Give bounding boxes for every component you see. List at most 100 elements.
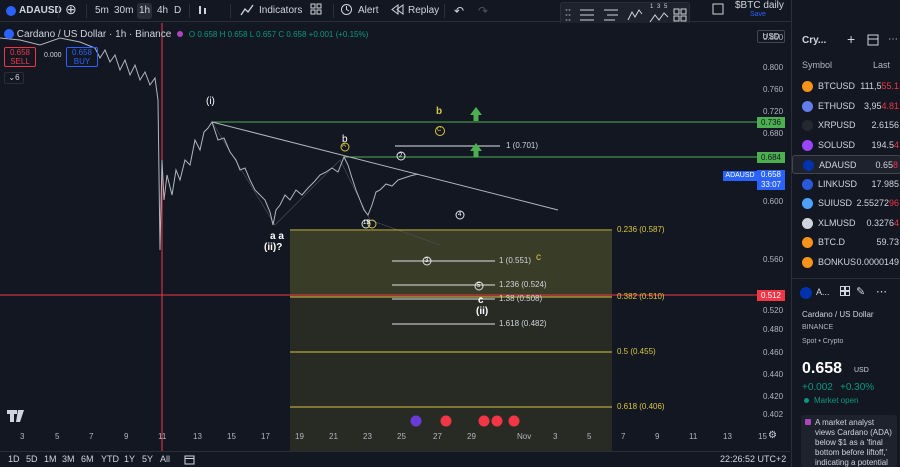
price-tick: 0.440 (763, 370, 784, 379)
undo-icon[interactable]: ↶ (454, 4, 465, 18)
interval-5m[interactable]: 5m (95, 5, 109, 16)
replay-icon[interactable] (391, 3, 404, 19)
wave-circle-b[interactable] (367, 219, 377, 229)
watchlist-row[interactable]: SOLUSD 194.54 (792, 136, 900, 155)
indicators-collapse-toggle[interactable]: ⌄6 (4, 72, 24, 84)
symbol-icon[interactable] (4, 3, 18, 19)
news-card[interactable]: A market analyst views Cardano (ADA) bel… (801, 415, 897, 467)
price-chart[interactable]: (i) b b A C 2 1B 4 3 5 a a (ii)? c c (ii… (0, 23, 790, 451)
watchlist-row[interactable]: XRPUSD 2.6156 (792, 116, 900, 135)
range-1y[interactable]: 1Y (124, 454, 136, 464)
interval-1h[interactable]: 1h (137, 3, 153, 19)
toolbar-grid-icon[interactable] (673, 8, 687, 25)
range-all[interactable]: All (160, 454, 171, 464)
time-tick: Nov (517, 432, 532, 441)
wave-label-b-yellow[interactable]: b (436, 106, 443, 117)
symbol-search[interactable]: ADAUSD (19, 5, 62, 16)
event-flag-icon[interactable] (491, 415, 503, 427)
wave-circle-c-yellow[interactable] (435, 126, 445, 136)
wave-label-c-yellow[interactable]: c (536, 252, 541, 263)
wave-circle-a[interactable] (340, 142, 350, 152)
edit-pencil-icon[interactable]: ✎ (856, 286, 866, 298)
watchlist-row[interactable]: BONKUS 0.0000149 (792, 253, 900, 272)
more-options-icon[interactable]: ⋯ (876, 286, 887, 298)
watchlist-row[interactable]: XLMUSD 0.32764 (792, 214, 900, 233)
add-symbol-plus-icon[interactable]: + (847, 31, 856, 47)
price-axis-panel[interactable] (757, 23, 790, 451)
currency-selector[interactable]: USD (757, 30, 785, 43)
column-header-symbol[interactable]: Symbol (802, 60, 833, 70)
detail-short-symbol[interactable]: A... (816, 287, 830, 297)
detail-grid-icon[interactable] (840, 286, 850, 299)
wave-circle-4[interactable] (455, 210, 465, 220)
column-header-last[interactable]: Last (872, 60, 890, 70)
watchlist-row[interactable]: BTC.D 59.73 (792, 233, 900, 252)
wave-label-i[interactable]: (i) (206, 96, 215, 107)
range-6m[interactable]: 6M (81, 454, 94, 464)
layout-name[interactable]: $BTC daily (735, 0, 784, 11)
wave-label-b-white[interactable]: b (342, 134, 348, 145)
range-5y[interactable]: 5Y (142, 454, 154, 464)
fib-lines-icon[interactable] (603, 8, 619, 25)
sell-price: 0.658 (9, 48, 31, 57)
alert-clock-icon[interactable] (340, 3, 353, 19)
watchlist-title[interactable]: Cry... (802, 35, 827, 46)
watchlist-row[interactable]: ETHUSD 3,954.81 (792, 97, 900, 116)
watchlist-row[interactable]: ADAUSD 0.658 (792, 155, 900, 174)
redo-icon[interactable]: ↷ (478, 4, 489, 18)
interval-30m[interactable]: 30m (114, 5, 134, 16)
target-up-arrow-icon[interactable] (470, 143, 482, 157)
wave-label-ii[interactable]: (ii)? (264, 242, 283, 253)
range-1d[interactable]: 1D (8, 454, 20, 464)
layout-save-status[interactable]: Save (750, 11, 766, 18)
horizontal-lines-icon[interactable] (579, 8, 595, 25)
more-options-icon[interactable]: ⋯ (888, 34, 898, 45)
range-3m[interactable]: 3M (62, 454, 75, 464)
watchlist-symbol: BTCUSD (818, 81, 856, 91)
templates-grid-icon[interactable] (310, 3, 322, 19)
wave-pattern-icon[interactable] (627, 8, 643, 25)
level-price-tag[interactable]: 0.684 (757, 152, 785, 163)
replay-button[interactable]: Replay (408, 5, 440, 16)
legend-title[interactable]: Cardano / US Dollar · 1h · Binance (16, 29, 172, 40)
level-price-tag[interactable]: 0.736 (757, 117, 785, 128)
chart-canvas[interactable] (0, 23, 790, 451)
crosshair-price-tag[interactable]: 0.512 (757, 290, 785, 301)
goto-date-calendar-icon[interactable] (184, 454, 195, 467)
indicators-icon[interactable] (240, 3, 254, 19)
wave-circle-3[interactable] (422, 256, 432, 266)
interval-d[interactable]: D (174, 5, 182, 16)
watchlist-row[interactable]: BTCUSD 111,555.1 (792, 77, 900, 96)
wave-label-c-white[interactable]: c (478, 295, 484, 306)
alert-button[interactable]: Alert (358, 5, 379, 16)
wave-label-ii-lower[interactable]: (ii) (476, 306, 489, 317)
watchlist-layout-icon[interactable] (867, 34, 879, 49)
compare-plus-icon[interactable]: ⊕ (65, 1, 77, 17)
range-1m[interactable]: 1M (44, 454, 57, 464)
drag-handle-icon[interactable] (565, 8, 571, 25)
watchlist-row[interactable]: SUIUSD 2.5527296 (792, 194, 900, 213)
range-5d[interactable]: 5D (26, 454, 38, 464)
indicators-button[interactable]: Indicators (259, 5, 303, 16)
interval-4h[interactable]: 4h (157, 5, 169, 16)
wave-circle-1[interactable] (361, 219, 371, 229)
target-up-arrow-icon[interactable] (470, 107, 482, 121)
buy-button[interactable]: 0.658 BUY (66, 47, 98, 67)
trend-line[interactable] (211, 121, 559, 211)
event-flag-icon[interactable] (508, 415, 520, 427)
wave-label-a-pair[interactable]: a a (270, 231, 284, 242)
sell-button[interactable]: 0.658 SELL (4, 47, 36, 67)
clock-timezone[interactable]: 22:26:52 UTC+2 (720, 454, 787, 464)
event-icon[interactable] (410, 415, 422, 427)
layout-icon[interactable] (712, 3, 724, 19)
wave-circle-5[interactable] (474, 281, 484, 291)
watchlist-symbol: XLMUSD (818, 217, 856, 228)
wave-circle-2[interactable] (396, 151, 406, 161)
watchlist-row[interactable]: LINKUSD 17.985 (792, 175, 900, 194)
detail-name[interactable]: Cardano / US Dollar (802, 310, 874, 319)
chart-type-icon[interactable] (196, 3, 210, 19)
event-flag-icon[interactable] (440, 415, 452, 427)
range-ytd[interactable]: YTD (101, 454, 119, 464)
axis-settings-gear-icon[interactable]: ⚙ (768, 430, 777, 441)
event-flag-icon[interactable] (478, 415, 490, 427)
